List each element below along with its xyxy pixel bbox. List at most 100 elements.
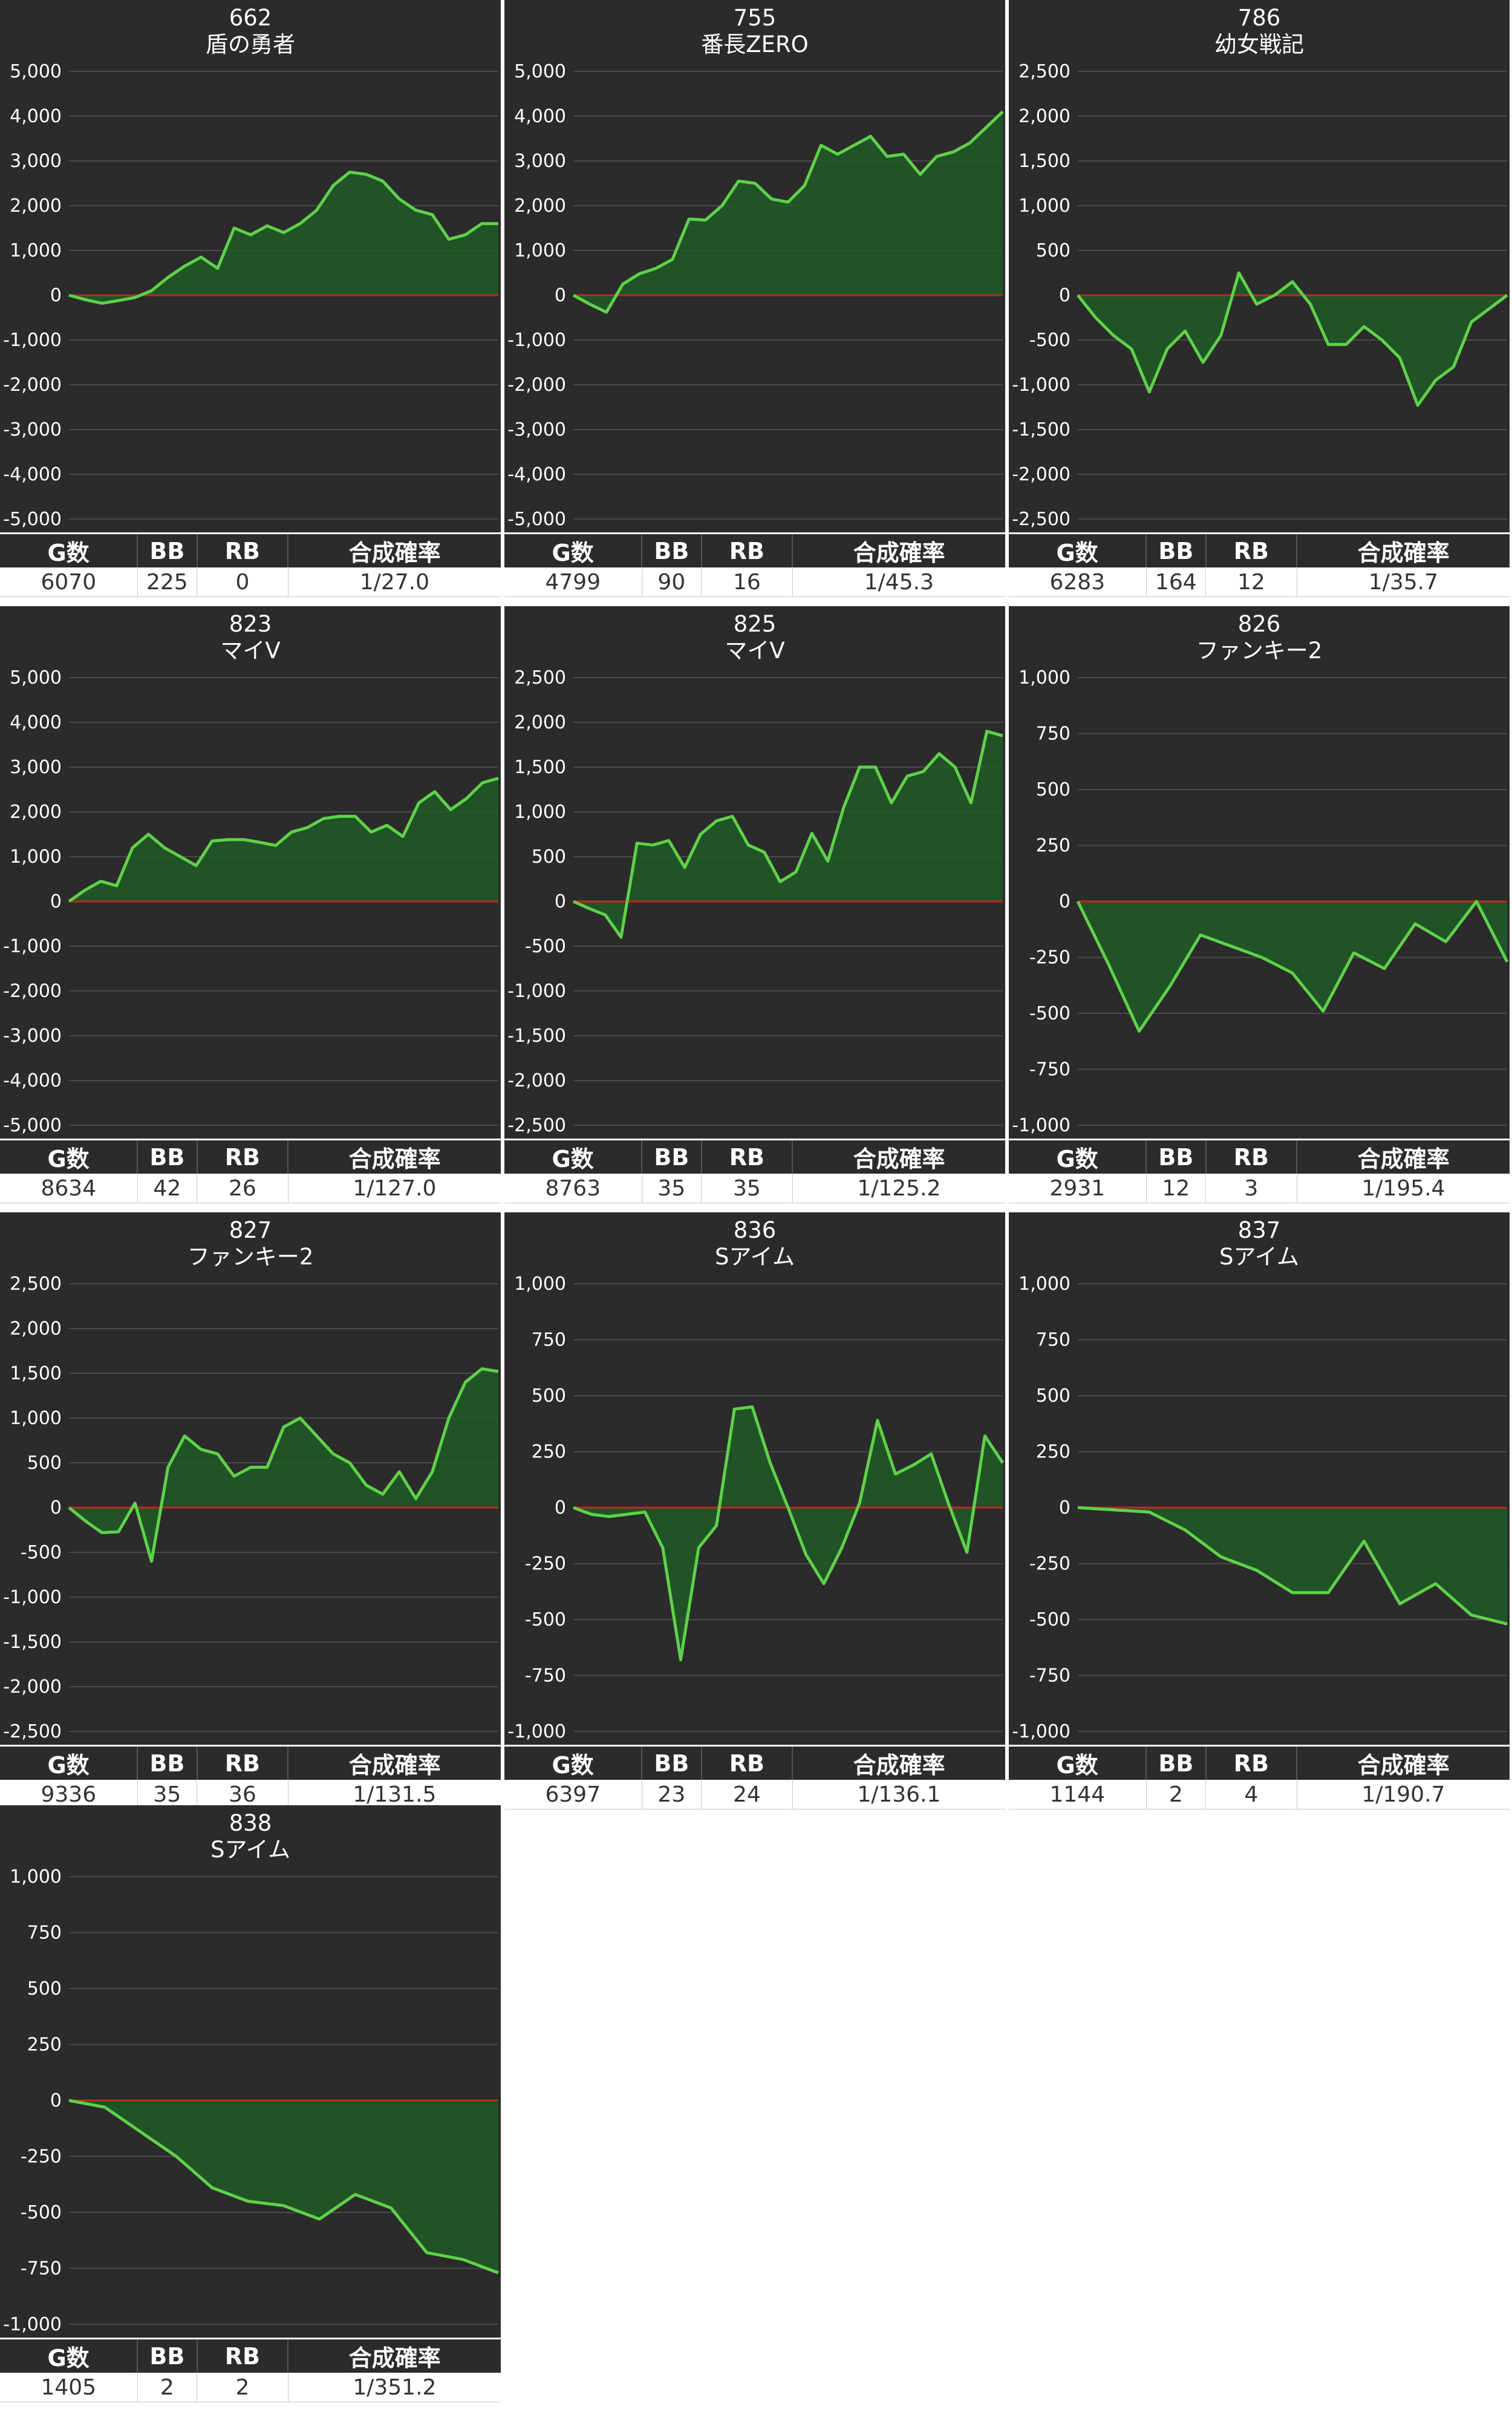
y-tick-label: 2,000 [10, 195, 62, 217]
y-tick-label: 1,000 [1018, 1273, 1070, 1295]
stats-header-games: G数 [504, 534, 642, 567]
stats-header-bb: BB [137, 534, 197, 567]
stats-header-rate: 合成確率 [1296, 1747, 1510, 1780]
line-chart: 1,000 750 500 250 0 -250 -500 -750 -1,000 [1012, 667, 1509, 1136]
stats-header-bb: BB [1145, 534, 1206, 567]
machine-number: 755 [733, 5, 777, 31]
y-tick-label: -1,500 [1012, 419, 1070, 440]
y-tick-label: -500 [1029, 1003, 1070, 1024]
stats-header-rate: 合成確率 [287, 534, 501, 567]
y-tick-label: -2,500 [1012, 509, 1070, 530]
y-tick-label: -2,500 [3, 1721, 62, 1742]
stats-value-rb: 12 [1205, 567, 1297, 597]
y-tick-label: 1,000 [10, 846, 62, 868]
stats-value-rate: 1/131.5 [287, 1780, 501, 1809]
stats-value-rb: 0 [197, 567, 288, 597]
line-chart: 2,500 2,000 1,500 1,000 500 0 -500 -1,000 -1,500… [3, 1273, 499, 1742]
stats-header-rate: 合成確率 [792, 534, 1005, 567]
stats-value-rb: 35 [701, 1174, 793, 1203]
machine-name: マイV [220, 638, 281, 664]
y-tick-label: 5,000 [10, 61, 62, 82]
y-tick-label: 250 [1036, 835, 1070, 857]
stats-value-games: 6397 [504, 1780, 642, 1809]
y-tick-label: -1,000 [507, 330, 566, 351]
y-tick-label: -2,000 [3, 374, 62, 396]
machine-number: 838 [229, 1810, 272, 1836]
y-tick-label: 4,000 [10, 712, 62, 733]
stats-header-games: G数 [0, 534, 138, 567]
area-fill [1078, 901, 1507, 1031]
y-tick-label: 250 [27, 2035, 62, 2056]
y-tick-label: 3,000 [514, 151, 566, 172]
chart-box: 2,500 2,000 1,500 1,000 500 0 -500 -1,000 -1,500… [0, 1212, 501, 1745]
chart-box: 1,000 750 500 250 0 -250 -500 -750 -1,000 826 ファンキ… [1009, 606, 1510, 1139]
y-tick-label: -750 [1029, 1059, 1070, 1080]
stats-header-rb: RB [700, 534, 793, 567]
stats-value-games: 8634 [0, 1174, 138, 1203]
chart-box: 5,000 4,000 3,000 2,000 1,000 0 -1,000 -2,000 -3… [0, 0, 501, 532]
y-tick-label: -500 [21, 1542, 62, 1563]
y-tick-label: 1,000 [10, 240, 62, 261]
stats-value-bb: 225 [137, 567, 197, 597]
y-tick-label: -500 [21, 2202, 62, 2223]
y-tick-label: 500 [532, 846, 566, 868]
machine-number: 786 [1237, 5, 1281, 31]
y-tick-label: -1,000 [1012, 1115, 1070, 1136]
stats-header-games: G数 [504, 1140, 642, 1174]
y-tick-label: 2,000 [10, 1318, 62, 1339]
machine-name: マイV [725, 638, 785, 664]
machine-name: ファンキー2 [187, 1244, 314, 1270]
y-tick-label: 3,000 [10, 151, 62, 172]
y-tick-label: 1,000 [10, 1866, 62, 1888]
y-tick-label: -500 [525, 936, 566, 957]
y-tick-label: -250 [525, 1554, 566, 1575]
stats-header-games: G数 [1009, 534, 1147, 567]
line-chart: 5,000 4,000 3,000 2,000 1,000 0 -1,000 -2,000 -3… [3, 667, 499, 1136]
y-tick-label: 1,000 [514, 1273, 566, 1295]
y-tick-label: 750 [1036, 1330, 1070, 1351]
machine-number: 836 [733, 1217, 777, 1243]
machine-number: 837 [1237, 1217, 1281, 1243]
stats-header-rb: RB [700, 1747, 793, 1780]
stats-value-rate: 1/127.0 [287, 1174, 501, 1203]
y-tick-label: 250 [1036, 1442, 1070, 1463]
y-tick-label: 0 [50, 285, 62, 306]
stats-value-rb: 26 [197, 1174, 288, 1203]
stats-header-rb: RB [196, 2339, 288, 2373]
series-line [1077, 271, 1508, 407]
y-tick-label: 2,500 [514, 667, 566, 688]
line-chart: 2,500 2,000 1,500 1,000 500 0 -500 -1,000 -1,500… [507, 667, 1003, 1136]
y-tick-label: -500 [1029, 1609, 1070, 1630]
machine-name: 番長ZERO [701, 31, 809, 57]
stats-value-games: 1405 [0, 2373, 138, 2402]
stats-header-rate: 合成確率 [287, 1747, 501, 1780]
area-fill [69, 172, 498, 304]
y-tick-label: -4,000 [3, 1070, 62, 1091]
series-line [68, 1367, 499, 1563]
y-tick-label: -1,000 [507, 981, 566, 1002]
series-line [1076, 900, 1509, 1033]
series-line [68, 777, 499, 903]
y-tick-label: 1,000 [1018, 667, 1070, 688]
y-tick-label: 4,000 [514, 106, 566, 127]
machine-name: 盾の勇者 [206, 31, 295, 57]
stats-value-rate: 1/35.7 [1296, 567, 1510, 597]
stats-value-games: 1144 [1009, 1780, 1147, 1809]
stats-header-rb: RB [700, 1140, 793, 1174]
chart-box: 1,000 750 500 250 0 -250 -500 -750 -1,000 837 Sアイム [1009, 1212, 1510, 1745]
line-chart: 2,500 2,000 1,500 1,000 500 0 -500 -1,000 -1,500… [1012, 61, 1508, 530]
y-tick-label: -1,000 [1012, 1721, 1070, 1742]
y-tick-label: 500 [1036, 240, 1070, 261]
stats-header-rb: RB [196, 1140, 288, 1174]
y-tick-label: -250 [21, 2146, 62, 2168]
stats-value-rate: 1/136.1 [792, 1780, 1005, 1809]
y-tick-label: -5,000 [3, 509, 62, 530]
machine-number: 823 [229, 611, 272, 637]
y-tick-label: 500 [1036, 1385, 1070, 1407]
area-fill [573, 1407, 1003, 1660]
y-tick-label: -1,500 [3, 1632, 62, 1653]
y-tick-label: 2,000 [514, 712, 566, 733]
stats-header-rate: 合成確率 [287, 2339, 501, 2373]
y-tick-label: 2,000 [10, 802, 62, 823]
y-tick-label: 4,000 [10, 106, 62, 127]
